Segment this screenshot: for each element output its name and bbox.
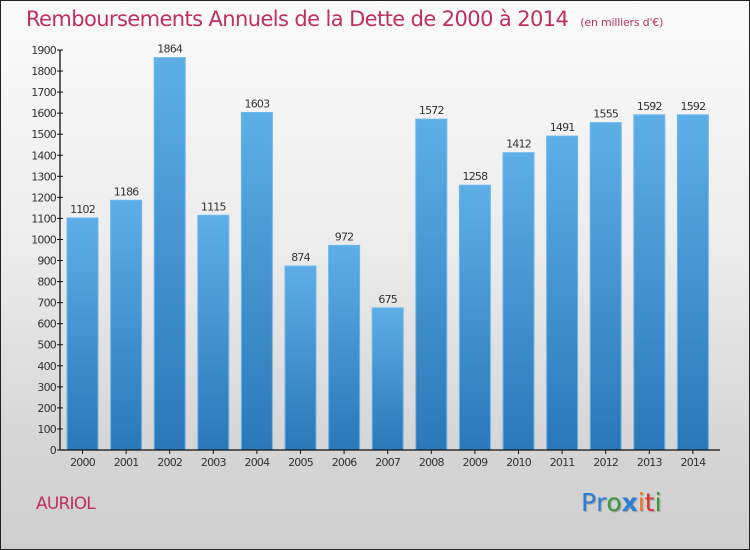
x-tick-label-2007: 2007 — [375, 456, 401, 469]
logo-letter: P — [581, 488, 597, 517]
bar-2010 — [502, 152, 535, 451]
logo-letter: i — [637, 488, 645, 517]
y-tick-label-1500: 1500 — [31, 128, 57, 141]
logo-letter: t — [644, 488, 655, 517]
x-axis: 2000 2001 2002 2003 2004 2005 2006 2007 2008 2009… — [60, 449, 720, 469]
y-tick-label-1100: 1100 — [31, 212, 57, 225]
value-label-2010: 1412 — [506, 138, 531, 151]
bar-2000 — [66, 217, 99, 451]
x-tick-label-2008: 2008 — [419, 456, 445, 469]
y-tick-label-1900: 1900 — [31, 44, 57, 57]
y-tick-label-1600: 1600 — [31, 107, 57, 120]
y-tick-label-400: 400 — [37, 360, 56, 373]
value-label-2008: 1572 — [419, 104, 444, 117]
bar-2006 — [328, 244, 361, 451]
y-tick-label-0: 0 — [50, 444, 57, 457]
logo-letter: x — [621, 488, 638, 517]
x-tick-label-2011: 2011 — [550, 456, 575, 469]
y-tick-label-300: 300 — [37, 381, 56, 394]
x-tick-label-2003: 2003 — [201, 456, 227, 469]
bar-2014 — [676, 114, 709, 451]
bar-2004 — [240, 112, 273, 451]
value-labels: 1102 1186 1864 1115 1603 874 972 675 1572 1258 141… — [70, 43, 706, 306]
unit-note: (en milliers d'€) — [580, 16, 664, 29]
proxiti-logo[interactable]: Proxiti — [581, 488, 662, 517]
bar-2011 — [546, 135, 579, 451]
x-tick-label-2010: 2010 — [506, 456, 532, 469]
value-label-2012: 1555 — [593, 108, 619, 121]
y-tick-label-1300: 1300 — [31, 170, 57, 183]
bars-group — [66, 57, 709, 451]
y-tick-label-200: 200 — [37, 402, 56, 415]
logo-letter: r — [596, 488, 607, 517]
y-tick-label-900: 900 — [37, 255, 56, 268]
x-tick-label-2001: 2001 — [114, 456, 139, 469]
y-tick-label-1800: 1800 — [31, 65, 57, 78]
value-label-2003: 1115 — [201, 200, 227, 213]
y-tick-label-1000: 1000 — [31, 233, 57, 246]
value-label-2007: 675 — [378, 293, 397, 306]
commune-name: AURIOL — [36, 494, 96, 514]
y-tick-label-600: 600 — [37, 318, 56, 331]
y-tick-label-1200: 1200 — [31, 191, 57, 204]
logo-letter: i — [654, 488, 662, 517]
value-label-2013: 1592 — [637, 100, 662, 113]
value-label-2000: 1102 — [70, 203, 95, 216]
value-label-2009: 1258 — [463, 170, 489, 183]
bar-2013 — [633, 114, 666, 451]
x-tick-label-2013: 2013 — [637, 456, 663, 469]
value-label-2006: 972 — [335, 230, 354, 243]
value-label-2005: 874 — [291, 251, 310, 264]
y-axis: 0 100 200 300 400 500 600 700 800 900 1000 1100 1200… — [31, 44, 63, 457]
chart-title: Remboursements Annuels de la Dette de 20… — [26, 7, 663, 31]
bar-2009 — [458, 184, 491, 451]
x-tick-label-2012: 2012 — [593, 456, 618, 469]
y-tick-label-700: 700 — [37, 297, 56, 310]
value-label-2002: 1864 — [157, 43, 183, 56]
x-tick-label-2000: 2000 — [70, 456, 96, 469]
chart-title-text: Remboursements Annuels de la Dette de 20… — [26, 7, 569, 31]
y-tick-label-1400: 1400 — [31, 149, 57, 162]
bar-2008 — [415, 118, 448, 451]
y-tick-label-100: 100 — [37, 423, 56, 436]
y-tick-label-1700: 1700 — [31, 86, 57, 99]
value-label-2014: 1592 — [681, 100, 706, 113]
value-label-2011: 1491 — [550, 121, 575, 134]
x-tick-label-2006: 2006 — [332, 456, 358, 469]
bar-2007 — [371, 307, 404, 451]
y-tick-label-500: 500 — [37, 339, 56, 352]
x-tick-label-2005: 2005 — [288, 456, 314, 469]
bar-2002 — [153, 57, 186, 451]
x-tick-label-2009: 2009 — [463, 456, 489, 469]
bar-2005 — [284, 265, 317, 451]
x-tick-label-2014: 2014 — [681, 456, 707, 469]
bar-2003 — [197, 214, 230, 451]
logo-letter: o — [606, 488, 622, 517]
bar-2001 — [110, 199, 143, 451]
y-tick-label-800: 800 — [37, 276, 56, 289]
x-tick-label-2004: 2004 — [245, 456, 271, 469]
value-label-2001: 1186 — [114, 185, 140, 198]
x-tick-label-2002: 2002 — [157, 456, 182, 469]
value-label-2004: 1603 — [245, 98, 271, 111]
bar-2012 — [589, 122, 622, 451]
